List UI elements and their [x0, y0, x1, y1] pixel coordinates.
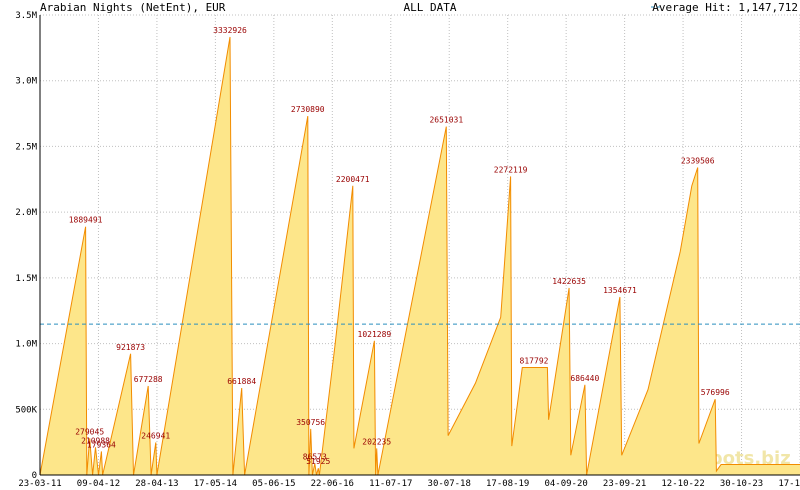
peak-label: 2651031	[429, 116, 463, 125]
y-tick-label: 0	[32, 471, 37, 481]
peak-label: 3332926	[213, 26, 247, 35]
legend-average-label: Average Hit: 1,147,712	[652, 1, 798, 14]
peak-label: 2730890	[291, 105, 325, 114]
peak-label: 661884	[227, 377, 256, 386]
peak-label: 86573	[303, 453, 327, 462]
x-tick-label: 17-05-14	[194, 479, 237, 489]
chart-header-title: Arabian Nights (NetEnt), EUR	[40, 1, 226, 14]
area-fill	[40, 37, 800, 475]
x-tick-label: 30-10-23	[720, 479, 763, 489]
peak-label: 179364	[87, 440, 116, 449]
peak-label: 1422635	[552, 277, 586, 286]
y-tick-label: 1.5M	[15, 274, 37, 284]
x-tick-label: 17-11-24	[778, 479, 800, 489]
peak-label: 677288	[134, 375, 163, 384]
peak-label: 817792	[520, 357, 549, 366]
peak-label: 202235	[362, 437, 391, 446]
y-tick-label: 500K	[15, 405, 37, 415]
peak-label: 576996	[701, 388, 730, 397]
peak-label: 921873	[116, 343, 145, 352]
peak-label: 246941	[141, 432, 170, 441]
axes: 0 500K 1.0M 1.5M 2.0M 2.5M 3.0M 3.5M 23-03-11 09-…	[15, 11, 800, 489]
y-tick-label: 2.5M	[15, 142, 37, 152]
x-tick-label: 12-10-22	[661, 479, 704, 489]
x-tick-label: 05-06-15	[252, 479, 295, 489]
peak-label: 1354671	[603, 286, 637, 295]
peak-label: 686440	[570, 374, 599, 383]
chart-header-range: ALL DATA	[404, 1, 457, 14]
x-tick-label: 17-08-19	[486, 479, 529, 489]
x-tick-label: 28-04-13	[135, 479, 178, 489]
x-tick-label: 23-09-21	[603, 479, 646, 489]
series-line	[39, 36, 800, 476]
peak-label: 2339506	[681, 157, 715, 166]
y-tick-label: 1.0M	[15, 340, 37, 350]
series-area	[39, 36, 800, 476]
y-tick-label: 3.5M	[15, 11, 37, 21]
x-tick-label: 30-07-18	[428, 479, 471, 489]
peak-label: 279045	[75, 427, 104, 436]
y-tick-label: 2.0M	[15, 208, 37, 218]
peak-label: 1021289	[358, 330, 392, 339]
x-tick-label: 09-04-12	[77, 479, 120, 489]
x-tick-label: 04-09-20	[544, 479, 587, 489]
peak-label: 1889491	[69, 216, 103, 225]
x-tick-label: 11-07-17	[369, 479, 412, 489]
peak-label: 51925	[306, 457, 330, 466]
peak-label: 2200471	[336, 175, 370, 184]
x-tick-label: 23-03-11	[18, 479, 61, 489]
peak-label: 2272119	[494, 165, 528, 174]
x-tick-label: 22-06-16	[311, 479, 354, 489]
peak-label: 210988	[81, 436, 110, 445]
peak-label: 350756	[296, 418, 325, 427]
y-tick-label: 3.0M	[15, 77, 37, 87]
